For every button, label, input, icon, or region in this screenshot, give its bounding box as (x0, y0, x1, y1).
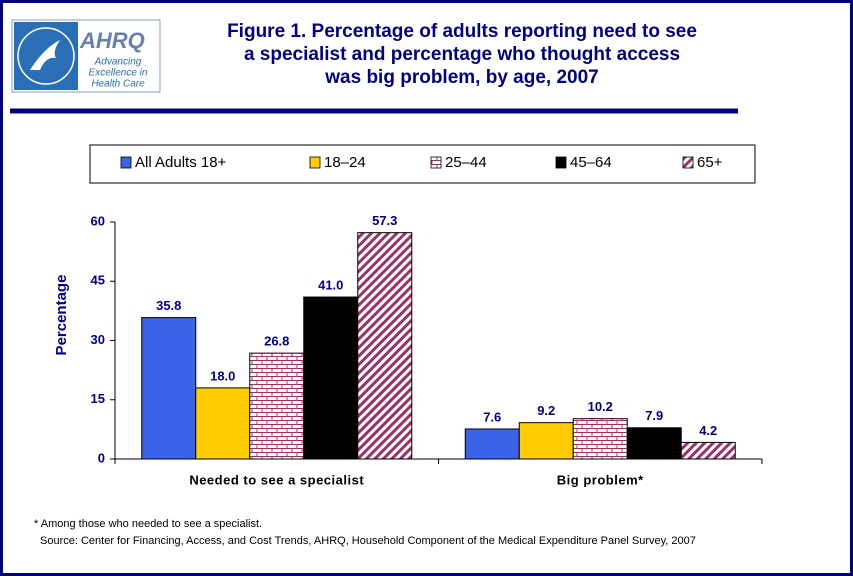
bar (303, 296, 359, 460)
logo-tagline: Advancing (94, 57, 142, 68)
legend-label: All Adults 18+ (135, 154, 227, 171)
x-tick-label: Big problem* (557, 472, 644, 487)
legend-swatch (430, 156, 442, 169)
value-label: 4.2 (699, 423, 717, 438)
y-tick-label: 45 (91, 273, 105, 288)
legend-swatch (555, 156, 567, 169)
legend-label: 25–44 (445, 154, 487, 171)
y-tick-label: 15 (91, 391, 105, 406)
chart-title: Figure 1. Percentage of adults reporting… (227, 21, 697, 88)
legend-swatch (309, 156, 321, 169)
legend (89, 144, 756, 184)
bar (357, 232, 413, 460)
value-label: 7.6 (483, 409, 501, 424)
legend-label: 65+ (697, 154, 723, 171)
y-tick-label: 60 (91, 213, 105, 228)
legend-swatch (682, 156, 694, 169)
bar (518, 422, 574, 460)
legend-label: 45–64 (570, 154, 612, 171)
value-label: 57.3 (372, 213, 397, 228)
bar (464, 428, 520, 460)
legend-swatch (120, 156, 132, 169)
value-label: 35.8 (156, 298, 181, 313)
value-label: 9.2 (537, 403, 555, 418)
logo-name: AHRQ (79, 28, 145, 53)
bar (680, 441, 736, 460)
y-axis-label: Percentage (53, 275, 70, 356)
value-label: 7.9 (645, 408, 663, 423)
bar (249, 352, 305, 460)
bar (626, 427, 682, 460)
value-label: 18.0 (210, 368, 235, 383)
legend-label: 18–24 (324, 154, 366, 171)
value-label: 41.0 (318, 277, 343, 292)
logo-tagline: Health Care (91, 79, 145, 90)
source: Source: Center for Financing, Access, an… (40, 535, 696, 547)
footnote: * Among those who needed to see a specia… (34, 518, 262, 530)
bar (195, 387, 251, 460)
y-tick-label: 0 (98, 450, 105, 465)
x-tick-label: Needed to see a specialist (189, 472, 364, 487)
value-label: 10.2 (588, 399, 613, 414)
value-label: 26.8 (264, 334, 289, 349)
logo: AHRQ Advancing Excellence in Health Care (11, 19, 161, 93)
bar (141, 317, 197, 460)
bar (572, 418, 628, 460)
logo-tagline: Excellence in (89, 68, 148, 79)
y-tick-label: 30 (91, 332, 105, 347)
